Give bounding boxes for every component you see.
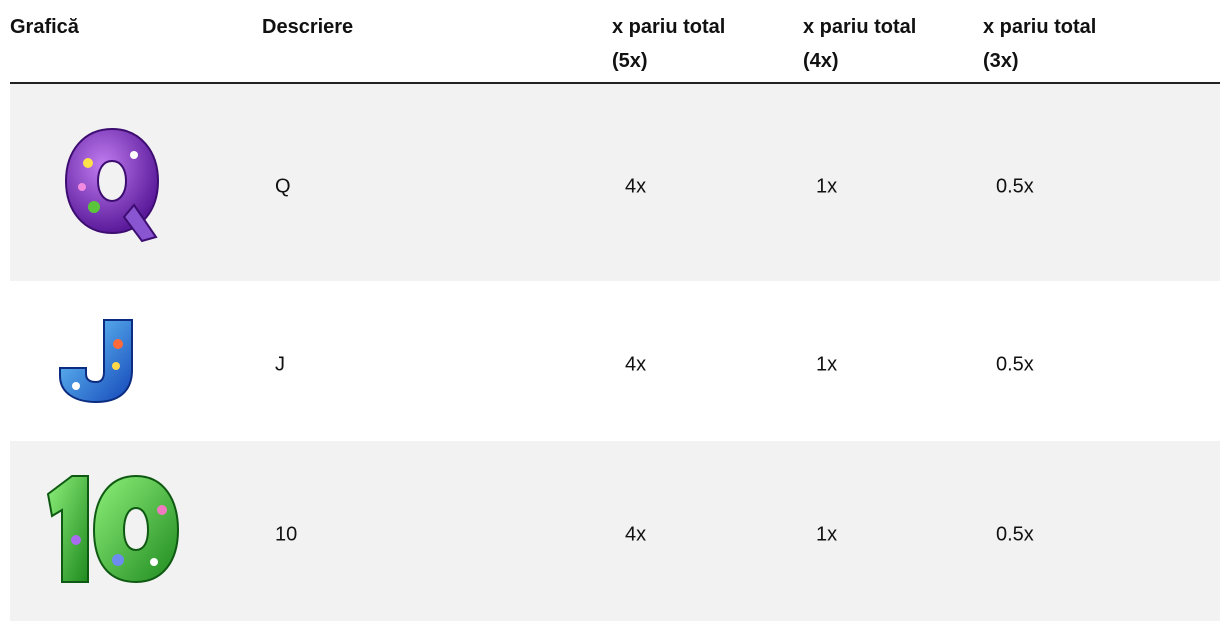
table-row — [10, 441, 1220, 621]
multiplier: 4x — [625, 523, 647, 546]
description: 10 — [275, 523, 298, 546]
column-header: Descriere — [262, 16, 354, 38]
multiplier: 0.5x — [996, 175, 1034, 197]
multiplier: 0.5x — [996, 523, 1034, 546]
j-icon — [59, 319, 133, 404]
q-icon — [64, 127, 160, 243]
multiplier: 1x — [816, 353, 838, 376]
column-header: Grafică — [10, 16, 79, 38]
multiplier: 1x — [816, 523, 838, 546]
multiplier: 1x — [816, 175, 838, 197]
description: Q — [275, 175, 291, 197]
multiplier: 0.5x — [996, 353, 1034, 376]
description: J — [275, 353, 285, 376]
table-row — [10, 84, 1220, 281]
ten-icon — [46, 474, 180, 584]
multiplier: 4x — [625, 175, 647, 197]
table-row — [10, 281, 1220, 441]
multiplier: 4x — [625, 353, 647, 376]
column-header: x pariu total (5x) — [612, 16, 726, 72]
column-header: x pariu total (3x) — [983, 16, 1097, 72]
column-header: x pariu total (4x) — [803, 16, 917, 72]
header-rule — [10, 82, 1220, 84]
